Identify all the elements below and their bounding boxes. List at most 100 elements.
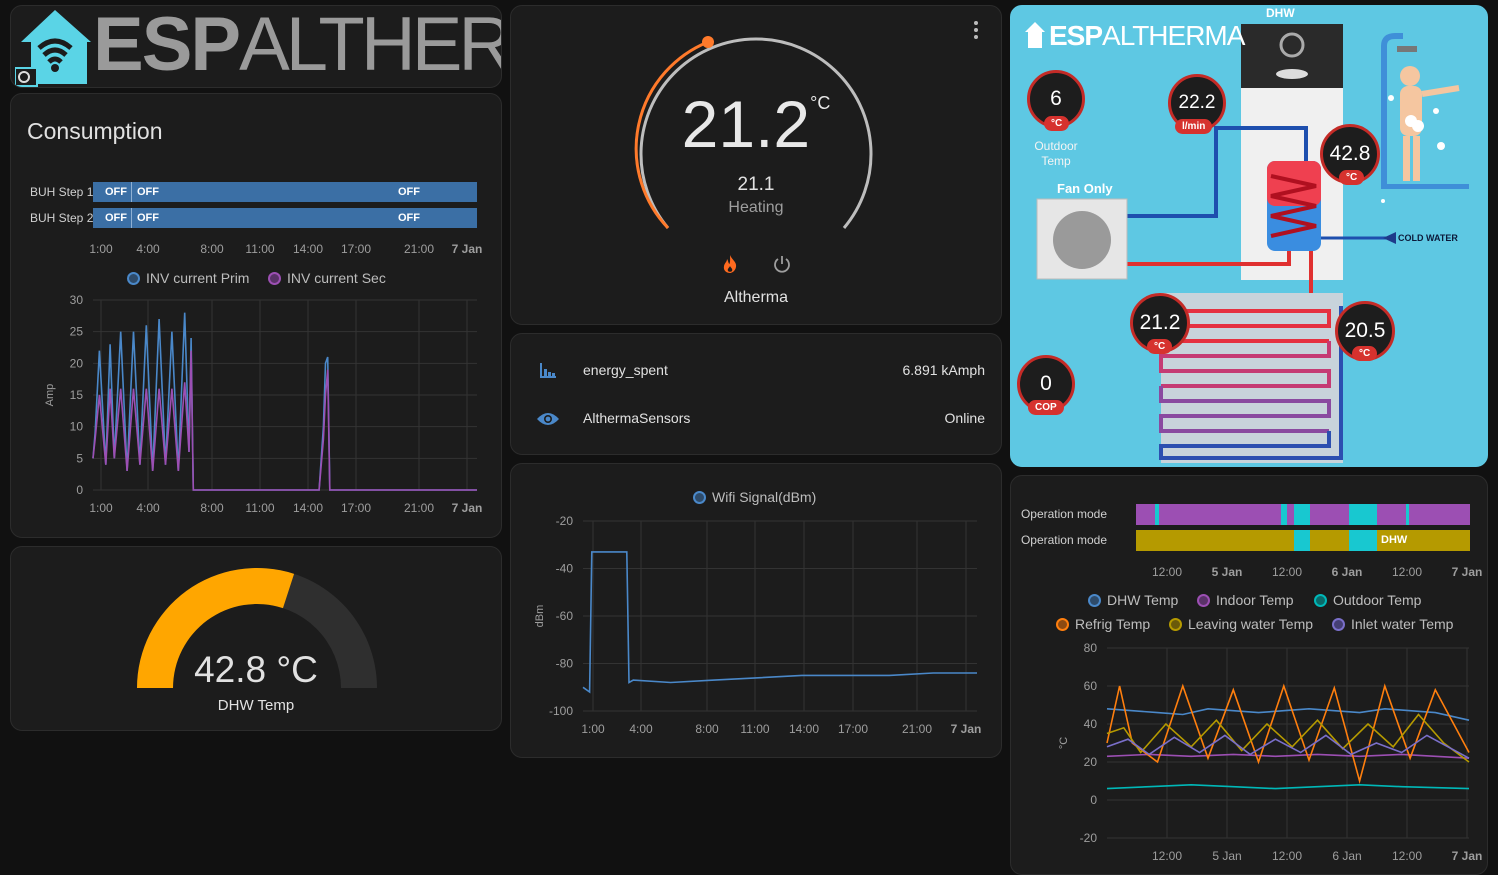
timeline-bar-buh2[interactable]: OFF OFF OFF — [93, 208, 477, 228]
x-tick-label: 5 Jan — [1212, 849, 1241, 863]
schematic-logo-bold: ESP — [1049, 20, 1103, 51]
timeline-label-buh1: BUH Step 1 — [30, 185, 94, 199]
y-tick-label: 40 — [1084, 717, 1098, 731]
hvac-action: Heating — [728, 199, 784, 216]
y-tick-label: -60 — [556, 609, 574, 623]
series-line-outdoor-temp — [1106, 783, 1470, 790]
legend-dot — [1314, 594, 1327, 607]
svg-text:12:00: 12:00 — [1152, 565, 1182, 579]
y-tick-label: -80 — [556, 657, 574, 671]
svg-text:21:00: 21:00 — [404, 242, 434, 256]
sensor-value: 22.2 — [1178, 92, 1216, 113]
sensor-flow-rate[interactable]: 22.2 — [1168, 74, 1226, 132]
legend-inv-sec[interactable]: INV current Sec — [268, 270, 386, 286]
svg-text:12:00: 12:00 — [1272, 565, 1302, 579]
sensor-caption: Outdoor Temp — [1034, 139, 1078, 168]
entity-row-althermasensors[interactable]: AlthermaSensors Online — [511, 404, 1001, 434]
y-axis-label: Amp — [44, 384, 56, 407]
sensor-inlet-water[interactable]: 20.5 — [1335, 301, 1395, 361]
legend-indoor-temp[interactable]: Indoor Temp — [1197, 592, 1294, 608]
eye-icon — [536, 411, 560, 430]
dial-handle[interactable] — [702, 36, 714, 48]
legend-dot — [1056, 618, 1069, 631]
x-tick-label: 4:00 — [136, 501, 160, 515]
timeline-state: OFF — [398, 186, 420, 198]
svg-text:6 Jan: 6 Jan — [1332, 565, 1363, 579]
power-icon[interactable] — [773, 255, 791, 278]
target-temp: 21.1 — [737, 174, 775, 195]
cold-water-label: COLD WATER — [1398, 233, 1458, 243]
timeline-bar-buh1[interactable]: OFF OFF OFF — [93, 182, 477, 202]
legend-dot — [693, 491, 706, 504]
sensor-value: 20.5 — [1344, 319, 1386, 342]
sensor-unit-badge: COP — [1028, 400, 1064, 415]
heat-pump-diagram — [1025, 22, 1469, 463]
legend-dot — [127, 272, 140, 285]
x-tick-label: 4:00 — [629, 722, 653, 736]
entity-value: 6.891 kAmph — [902, 362, 986, 378]
temperature-history-chart[interactable]: 80 60 40 20 0 -20 12:00 5 Jan 12:00 6 Jan 12:00 7 J… — [1011, 636, 1488, 871]
series-line-inlet-water-temp — [1106, 734, 1470, 759]
entity-row-energy-spent[interactable]: energy_spent 6.891 kAmph — [511, 356, 1001, 386]
x-tick-label: 6 Jan — [1332, 849, 1361, 863]
y-tick-label: 0 — [76, 483, 83, 497]
x-tick-label: 12:00 — [1272, 849, 1302, 863]
legend-inv-prim[interactable]: INV current Prim — [127, 270, 249, 286]
legend-refrig-temp[interactable]: Refrig Temp — [1056, 616, 1150, 632]
timeline-state: OFF — [105, 186, 127, 198]
dhw-gauge — [137, 568, 377, 688]
sensor-value: 6 — [1050, 87, 1062, 110]
series-line-dhw-temp — [1106, 707, 1470, 721]
x-tick-label: 1:00 — [89, 501, 113, 515]
x-tick-label: 1:00 — [581, 722, 605, 736]
legend-dot — [268, 272, 281, 285]
series-line-wifi-signal-dbm- — [582, 551, 977, 694]
x-tick-label: 11:00 — [740, 722, 769, 736]
gauge-fill-arc — [137, 568, 295, 688]
y-tick-label: 0 — [1090, 793, 1097, 807]
legend-wifi[interactable]: Wifi Signal(dBm) — [693, 489, 816, 505]
timeline-bar-op1[interactable] — [1136, 504, 1470, 525]
y-tick-label: 80 — [1084, 641, 1098, 655]
fire-icon[interactable] — [721, 254, 739, 279]
x-tick-label: 12:00 — [1392, 849, 1422, 863]
legend-dot — [1332, 618, 1345, 631]
timeline-axis: 1:00 4:00 8:00 11:00 14:00 17:00 21:00 7… — [89, 242, 482, 256]
schematic-logo-light: ALTHERMA — [1102, 20, 1245, 51]
gauge-value: 42.8 °C — [194, 649, 318, 690]
inv-current-chart[interactable]: 0 5 10 15 20 25 30 1:00 4:00 8:00 11:00 14:00 17:00 2… — [11, 289, 501, 529]
x-tick-label: 7 Jan — [452, 501, 483, 515]
legend-dot — [1088, 594, 1101, 607]
x-tick-label: 11:00 — [245, 501, 274, 515]
timeline-bar-op2[interactable]: DHW — [1136, 530, 1470, 551]
consumption-card: Consumption BUH Step 1 OFF OFF OFF BUH S… — [10, 93, 502, 538]
svg-text:11:00: 11:00 — [245, 242, 274, 256]
dhw-gauge-card[interactable]: 42.8 °C DHW Temp — [10, 546, 502, 731]
temps-history-card: Operation mode Operation mode DHW 12:00 … — [1010, 475, 1488, 875]
legend-label: INV current Sec — [287, 270, 386, 286]
timeline-label-op1: Operation mode — [1020, 507, 1107, 521]
svg-text:12:00: 12:00 — [1392, 565, 1422, 579]
sensor-value: 42.8 — [1329, 142, 1371, 165]
y-axis-label: dBm — [534, 605, 546, 628]
y-tick-label: 10 — [70, 420, 84, 434]
y-tick-label: 30 — [70, 293, 84, 307]
timeline-state: OFF — [137, 186, 159, 198]
wifi-signal-chart[interactable]: -20 -40 -60 -80 -100 1:00 4:00 8:00 11:00 14:00 17… — [511, 509, 1001, 749]
legend-inlet-water-temp[interactable]: Inlet water Temp — [1332, 616, 1453, 632]
fan-label: Fan Only — [1057, 181, 1113, 196]
thermostat-dial[interactable] — [631, 26, 881, 236]
entities-card: energy_spent 6.891 kAmph AlthermaSensors… — [510, 333, 1002, 455]
legend-leaving-water-temp[interactable]: Leaving water Temp — [1169, 616, 1313, 632]
more-options-icon[interactable] — [972, 19, 980, 41]
y-tick-label: 15 — [70, 388, 84, 402]
y-tick-label: 20 — [1084, 755, 1098, 769]
legend-dhw-temp[interactable]: DHW Temp — [1088, 592, 1178, 608]
series-line-refrig-temp — [1106, 683, 1470, 785]
y-axis-label: °C — [1058, 737, 1070, 749]
x-tick-label: 12:00 — [1152, 849, 1182, 863]
legend-outdoor-temp[interactable]: Outdoor Temp — [1314, 592, 1421, 608]
wifi-card: Wifi Signal(dBm) -20 -40 -60 -80 -100 1:00 4:0… — [510, 463, 1002, 758]
sensor-value: 21.2 — [1139, 311, 1181, 334]
timeline-state: OFF — [398, 212, 420, 224]
